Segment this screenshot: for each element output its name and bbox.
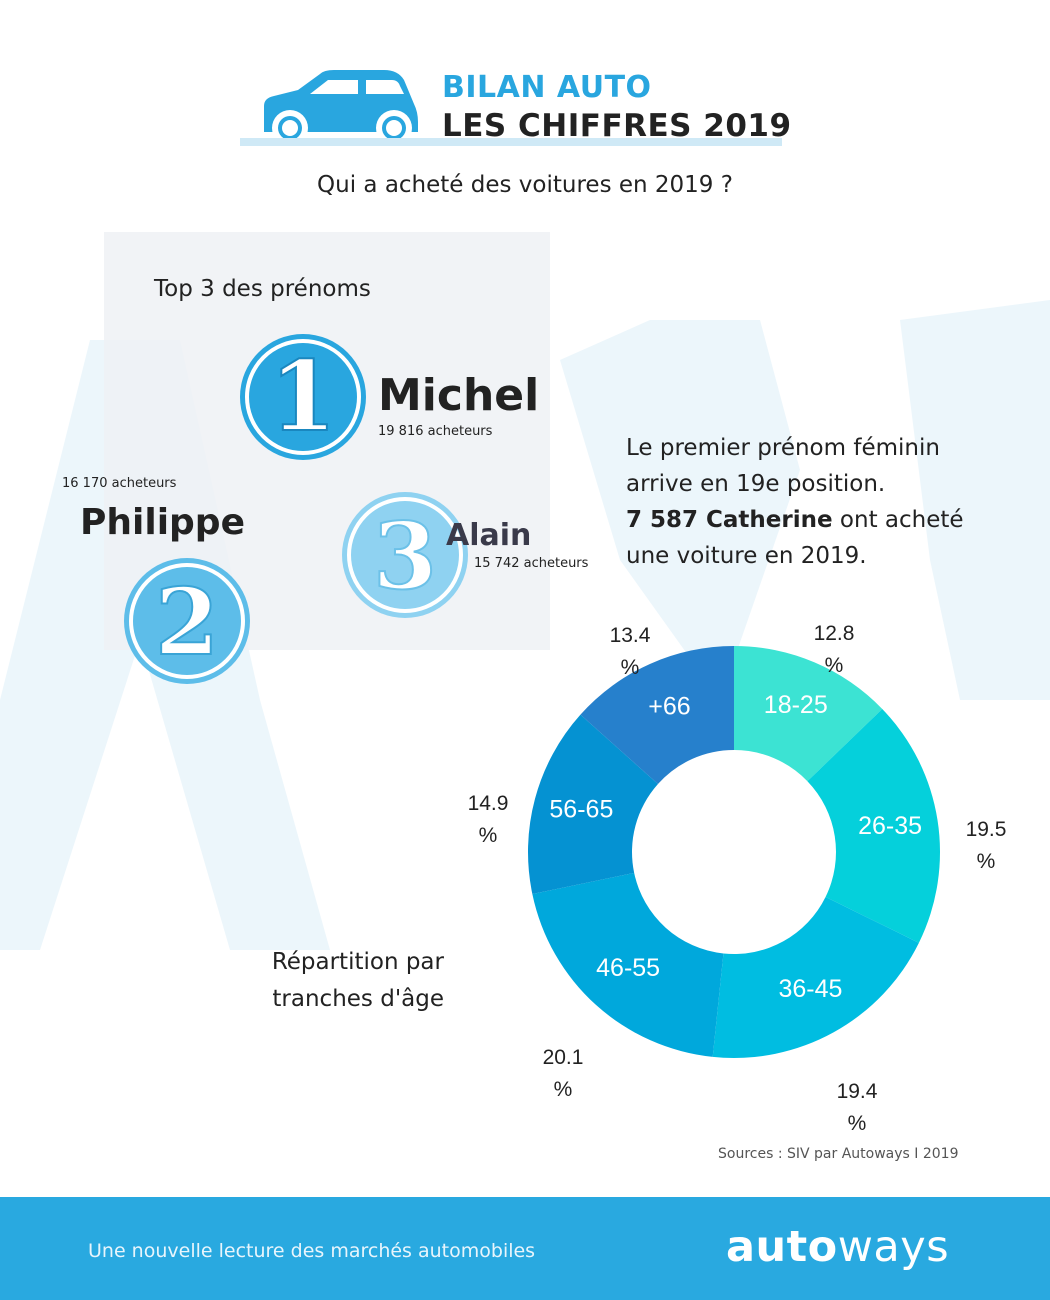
donut-segment-36-45 xyxy=(712,896,919,1058)
pct-value: 19.5 xyxy=(965,818,1007,841)
footer-tagline: Une nouvelle lecture des marchés automob… xyxy=(88,1240,536,1262)
pct-label-66-plus: 13.4% xyxy=(605,620,655,676)
donut-segment-18-25 xyxy=(734,646,883,782)
info-line-3-rest: ont acheté xyxy=(832,507,964,533)
pct-label-36-45: 19.4% xyxy=(832,1076,882,1140)
pct-sign: % xyxy=(620,656,640,676)
rank-3-buyers: 15 742 acheteurs xyxy=(474,556,589,571)
rank-2-buyers: 16 170 acheteurs xyxy=(62,476,177,491)
donut-segment-+66 xyxy=(580,646,734,785)
info-line-3: 7 587 Catherine ont acheté xyxy=(626,502,1026,538)
segment-label-36-45: 36-45 xyxy=(779,975,843,1003)
segment-label-18-25: 18-25 xyxy=(764,691,828,719)
page-question: Qui a acheté des voitures en 2019 ? xyxy=(317,172,733,198)
rank-1-number: 1 xyxy=(270,340,337,453)
car-icon xyxy=(264,70,418,146)
rank-3-number: 3 xyxy=(373,502,437,610)
rank-1-name: Michel xyxy=(378,370,540,421)
rank-1-buyers: 19 816 acheteurs xyxy=(378,424,493,439)
pct-value: 19.4 xyxy=(836,1080,878,1103)
title-line2: LES CHIFFRES 2019 xyxy=(442,108,792,144)
donut-segment-46-55 xyxy=(532,872,724,1057)
autoways-logo: autoways xyxy=(726,1222,949,1272)
rank-2-badge: 2 xyxy=(124,558,250,684)
pct-value: 20.1 xyxy=(542,1046,584,1069)
pct-label-56-65: 14.9% xyxy=(463,788,513,852)
age-label-line-2: tranches d'âge xyxy=(272,986,444,1012)
age-label-line-1: Répartition par xyxy=(271,949,444,975)
pct-value: 12.8 xyxy=(813,622,855,645)
info-highlight: 7 587 Catherine xyxy=(626,507,833,533)
pct-value: 13.4 xyxy=(609,624,651,647)
segment-label-+66: +66 xyxy=(648,692,690,720)
pct-sign: % xyxy=(478,824,498,847)
female-name-info: Le premier prénom féminin arrive en 19e … xyxy=(626,430,1026,574)
pct-label-46-55: 20.1% xyxy=(538,1042,588,1106)
segment-label-26-35: 26-35 xyxy=(858,812,922,840)
segment-label-46-55: 46-55 xyxy=(596,954,660,982)
pct-label-26-35: 19.5% xyxy=(961,814,1011,878)
pct-sign: % xyxy=(824,654,844,677)
footer-bar xyxy=(0,1197,1050,1300)
top3-heading: Top 3 des prénoms xyxy=(154,276,371,302)
rank-2-name: Philippe xyxy=(80,502,245,543)
logo-bold: auto xyxy=(726,1222,838,1272)
info-line-2: arrive en 19e position. xyxy=(626,471,886,497)
age-donut-chart: 18-25 26-35 36-45 46-55 56-65 +66 xyxy=(528,646,940,1058)
logo-light: ways xyxy=(837,1222,950,1272)
rank-2-number: 2 xyxy=(155,568,219,676)
rank-3-name: Alain xyxy=(446,518,532,553)
sources-note: Sources : SIV par Autoways I 2019 xyxy=(718,1146,959,1162)
rank-1-badge: 1 xyxy=(240,334,366,460)
info-line-1: Le premier prénom féminin xyxy=(626,435,940,461)
pct-value: 14.9 xyxy=(467,792,509,815)
info-line-4: une voiture en 2019. xyxy=(626,543,867,569)
rank-3-badge: 3 xyxy=(342,492,468,618)
age-distribution-label: Répartition par tranches d'âge xyxy=(230,944,444,1018)
title-underline xyxy=(240,138,782,146)
segment-label-56-65: 56-65 xyxy=(549,796,613,824)
pct-label-18-25: 12.8% xyxy=(809,618,859,682)
pct-sign: % xyxy=(976,850,996,873)
pct-sign: % xyxy=(847,1112,867,1135)
title-line1: BILAN AUTO xyxy=(442,70,652,105)
donut-segment-56-65 xyxy=(528,714,658,895)
pct-sign: % xyxy=(553,1078,573,1101)
donut-segment-26-35 xyxy=(807,708,940,943)
